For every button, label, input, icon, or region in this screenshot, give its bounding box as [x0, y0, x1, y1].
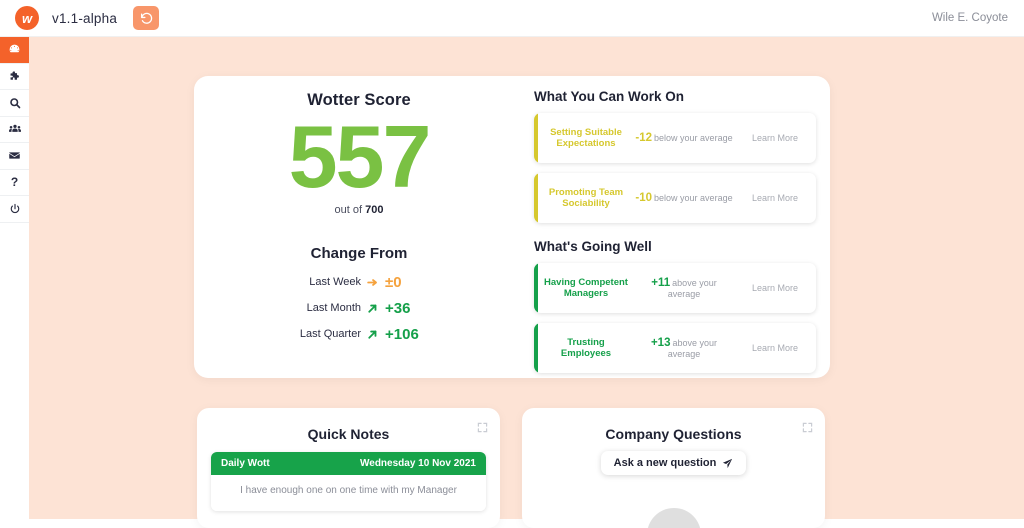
note-text: I have enough one on one time with my Ma… — [211, 475, 486, 511]
insight-row[interactable]: Trusting Employees +13 above your average… — [534, 323, 816, 373]
expand-icon[interactable] — [477, 422, 488, 433]
note-item[interactable]: Daily Wott Wednesday 10 Nov 2021 I have … — [211, 452, 486, 511]
question-mark-icon: ? — [10, 175, 19, 190]
insight-name: Setting Suitable Expectations — [550, 126, 622, 149]
insight-name: Having Competent Managers — [544, 276, 628, 299]
change-delta: +36 — [385, 299, 411, 317]
change-row-last-month: Last Month +36 — [259, 300, 459, 317]
ask-question-wrap: Ask a new question — [522, 442, 825, 475]
note-header: Daily Wott Wednesday 10 Nov 2021 — [211, 452, 486, 475]
history-rewind-icon — [140, 12, 152, 24]
wotter-score-card: Wotter Score 557 out of 700 Change From … — [194, 76, 830, 378]
puzzle-piece-icon — [10, 70, 19, 80]
insight-delta: +11 — [651, 277, 671, 289]
sidebar-item-search[interactable] — [0, 90, 29, 117]
gauge-icon — [9, 44, 20, 53]
change-delta: +106 — [385, 325, 419, 343]
insight-name: Promoting Team Sociability — [548, 186, 624, 209]
insights-scroll-panel[interactable]: What You Can Work On Setting Suitable Ex… — [524, 76, 830, 378]
note-date: Wednesday 10 Nov 2021 — [360, 458, 476, 469]
top-bar: w v1.1-alpha Wile E. Coyote — [0, 0, 1024, 37]
learn-more-link[interactable]: Learn More — [751, 283, 799, 293]
insight-row[interactable]: Setting Suitable Expectations -12 below y… — [534, 113, 816, 163]
score-out-of-prefix: out of — [334, 203, 366, 216]
quick-notes-title: Quick Notes — [307, 426, 390, 442]
insight-row[interactable]: Promoting Team Sociability -10 below your… — [534, 173, 816, 223]
change-row-last-week: Last Week ±0 — [259, 274, 459, 291]
power-icon — [10, 203, 19, 213]
note-source: Daily Wott — [221, 458, 270, 469]
learn-more-link[interactable]: Learn More — [751, 343, 799, 353]
score-out-of-value: 700 — [365, 203, 384, 216]
going-well-heading: What's Going Well — [534, 239, 652, 254]
change-from-heading: Change From — [310, 244, 408, 262]
change-from-list: Last Week ±0 Last Month +36 Last — [259, 274, 459, 352]
quick-notes-card: Quick Notes Daily Wott Wednesday 10 Nov … — [197, 408, 500, 528]
insight-accent-bar — [534, 113, 538, 163]
change-delta: ±0 — [385, 273, 402, 291]
arrow-up-right-icon — [361, 302, 383, 315]
history-button[interactable] — [133, 6, 160, 30]
app-logo[interactable]: w — [14, 5, 40, 31]
paper-plane-icon — [723, 458, 733, 468]
people-group-icon — [8, 124, 21, 133]
arrow-flat-icon — [361, 276, 383, 289]
insight-note: above your average — [667, 278, 717, 299]
insight-delta-group: +13 above your average — [634, 337, 734, 359]
sidebar-item-dashboard[interactable] — [0, 37, 29, 64]
envelope-icon — [9, 152, 20, 159]
question-avatar-placeholder — [646, 508, 701, 528]
company-questions-title: Company Questions — [605, 426, 742, 442]
page-title: Wotter Score — [307, 91, 411, 109]
arrow-up-right-icon — [361, 328, 383, 341]
insight-note: above your average — [667, 338, 718, 359]
search-icon — [9, 97, 20, 109]
ask-new-question-label: Ask a new question — [613, 457, 717, 469]
user-name-label: Wile E. Coyote — [931, 12, 1008, 24]
sidebar-item-help[interactable]: ? — [0, 170, 29, 196]
work-on-heading: What You Can Work On — [534, 89, 685, 104]
insight-delta: -10 — [635, 192, 653, 204]
insight-delta-group: -10 below your average — [634, 192, 734, 204]
learn-more-link[interactable]: Learn More — [751, 133, 799, 143]
insight-delta: +13 — [650, 337, 671, 349]
insight-accent-bar — [534, 173, 538, 223]
insight-name: Trusting Employees — [560, 336, 612, 359]
sidebar-item-messages[interactable] — [0, 143, 29, 170]
expand-icon[interactable] — [802, 422, 813, 433]
score-panel: Wotter Score 557 out of 700 Change From … — [194, 76, 524, 378]
insight-note: below your average — [654, 193, 733, 203]
insight-delta-group: -12 below your average — [634, 132, 734, 144]
sidebar: ? — [0, 37, 29, 519]
insight-accent-bar — [534, 263, 538, 313]
insight-note: below your average — [654, 133, 733, 143]
insight-delta-group: +11 above your average — [634, 277, 734, 299]
change-label: Last Week — [309, 276, 361, 289]
change-row-last-quarter: Last Quarter +106 — [259, 326, 459, 343]
insight-row[interactable]: Having Competent Managers +11 above your … — [534, 263, 816, 313]
company-questions-card: Company Questions Ask a new question — [522, 408, 825, 528]
sidebar-item-integrations[interactable] — [0, 64, 29, 90]
wotter-logo-icon: w — [15, 6, 39, 30]
sidebar-item-logout[interactable] — [0, 196, 29, 223]
insight-delta: -12 — [635, 132, 653, 144]
version-label: v1.1-alpha — [52, 10, 118, 26]
change-label: Last Quarter — [299, 328, 361, 341]
score-value: 557 — [288, 107, 432, 206]
ask-new-question-button[interactable]: Ask a new question — [600, 451, 747, 475]
sidebar-item-people[interactable] — [0, 117, 29, 143]
score-out-of: out of 700 — [335, 204, 384, 216]
insight-accent-bar — [534, 323, 538, 373]
change-label: Last Month — [306, 302, 361, 315]
learn-more-link[interactable]: Learn More — [751, 193, 799, 203]
